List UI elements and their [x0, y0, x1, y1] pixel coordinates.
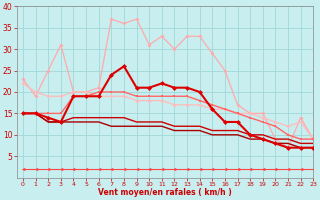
X-axis label: Vent moyen/en rafales ( km/h ): Vent moyen/en rafales ( km/h )	[98, 188, 232, 197]
